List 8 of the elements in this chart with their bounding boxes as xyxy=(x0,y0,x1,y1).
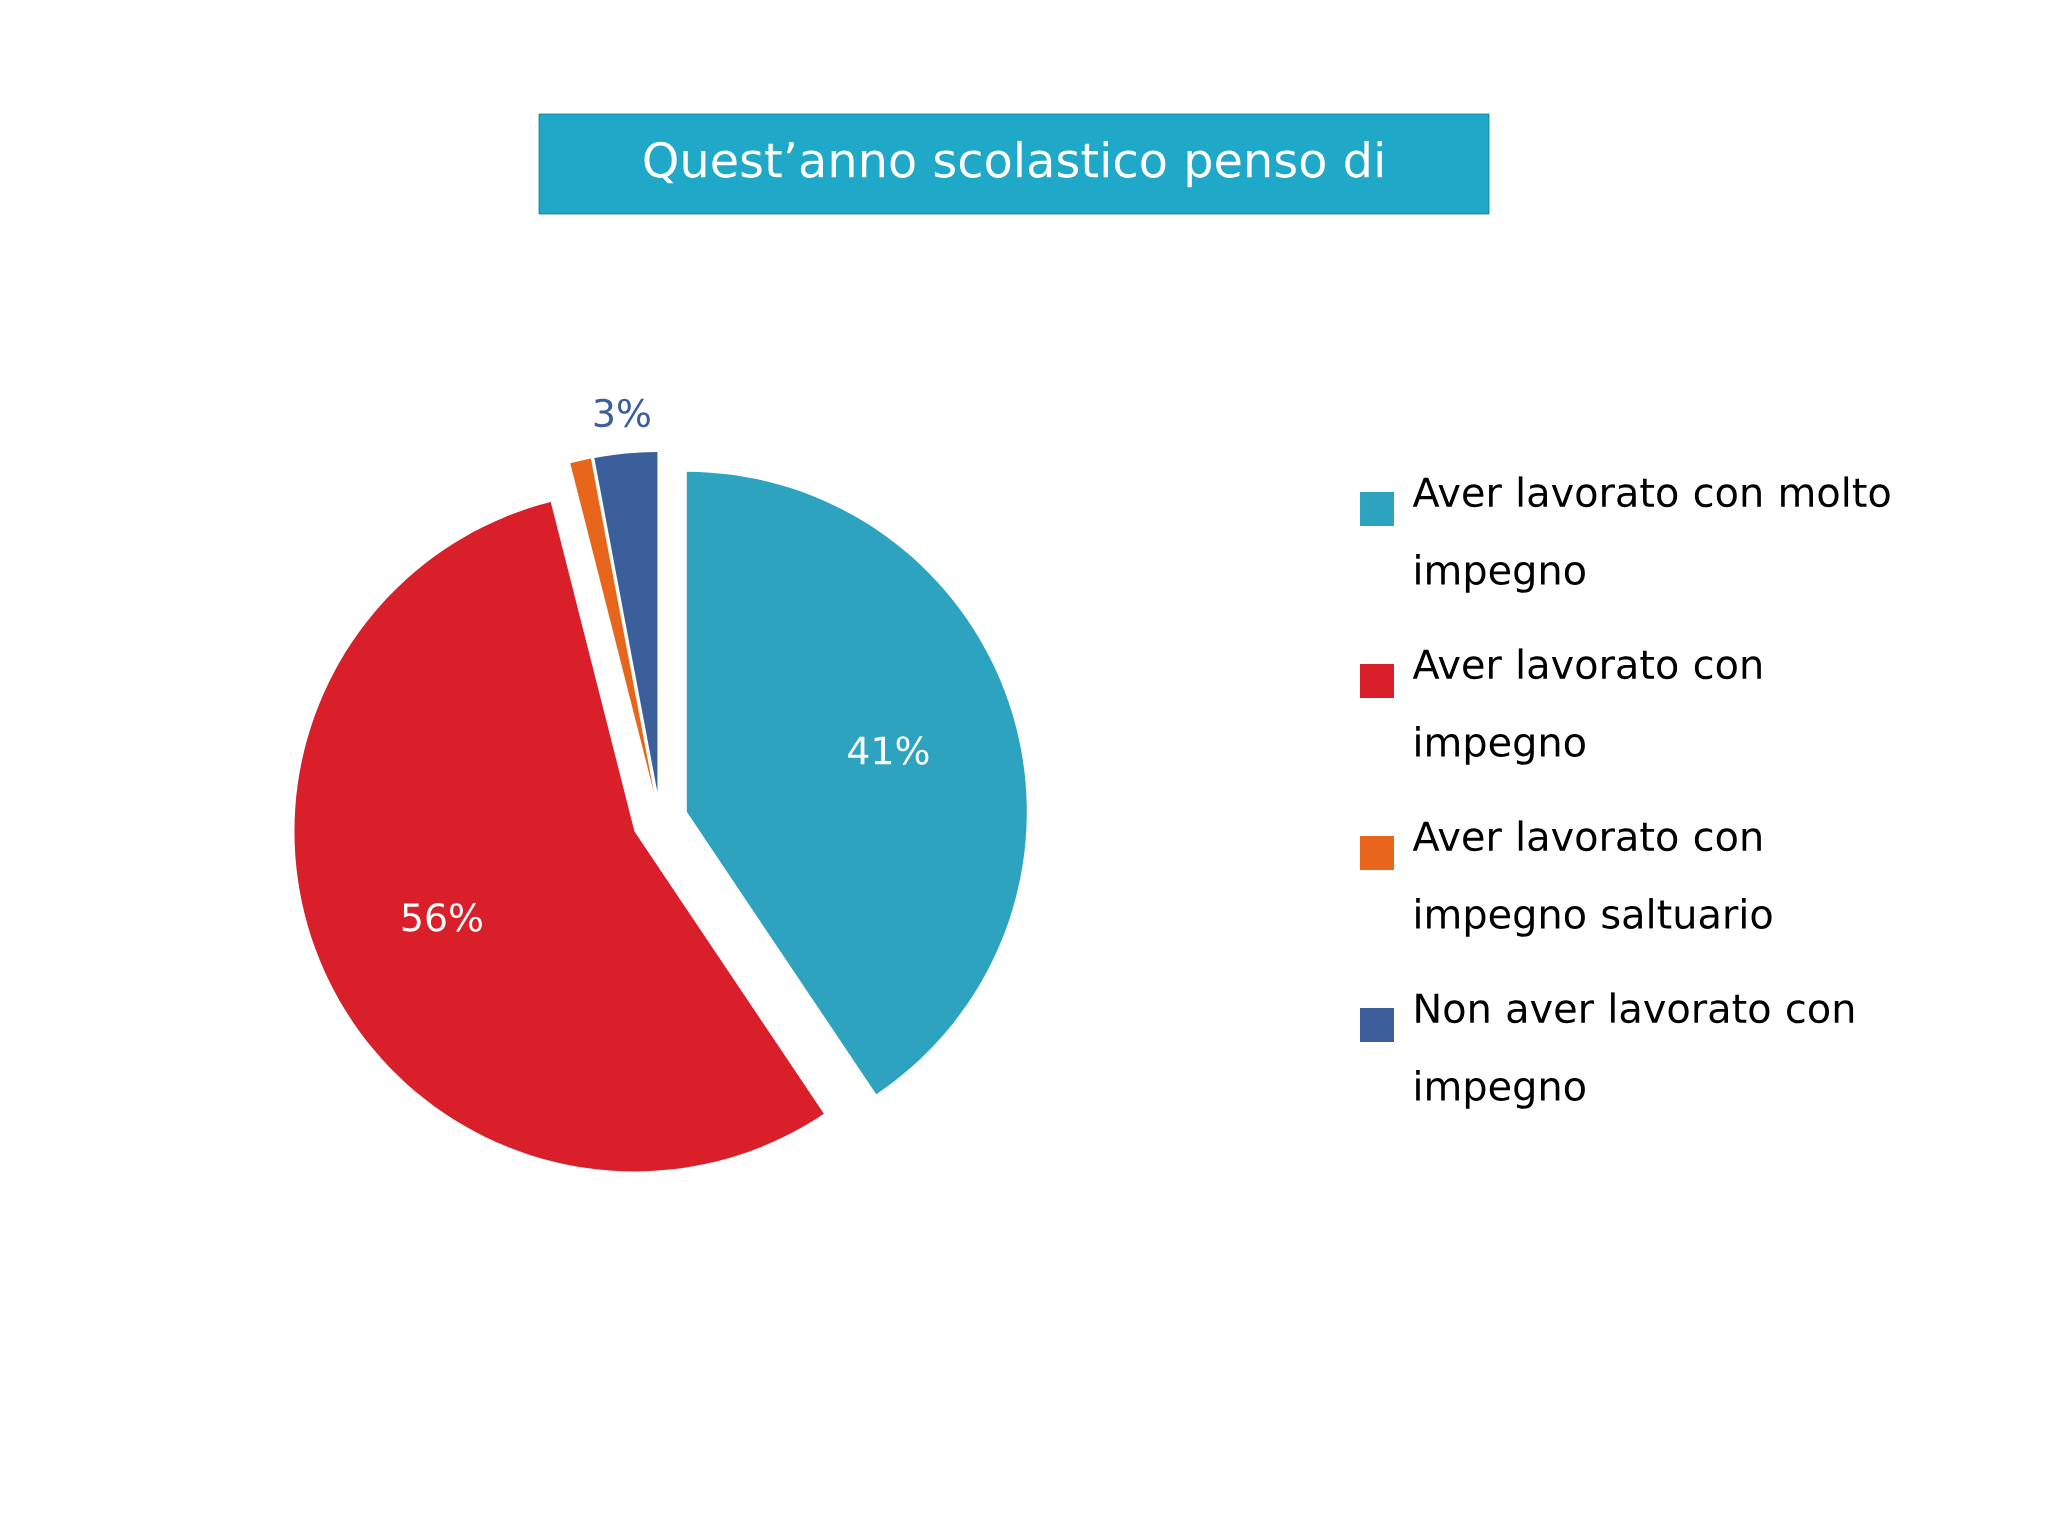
data-label: 3% xyxy=(594,398,650,428)
legend-label: Aver lavorato con molto impegno xyxy=(1412,476,1890,593)
legend-label: Aver lavorato con impegno saltuario xyxy=(1412,820,1772,937)
legend-label: Non aver lavorato con impegno xyxy=(1416,992,1854,1109)
chart-title: Quest’anno scolastico penso di xyxy=(644,140,1382,188)
data-label: 56% xyxy=(402,903,482,932)
legend-label: Aver lavorato con impegno xyxy=(1412,648,1761,765)
data-label: 41% xyxy=(848,736,929,765)
